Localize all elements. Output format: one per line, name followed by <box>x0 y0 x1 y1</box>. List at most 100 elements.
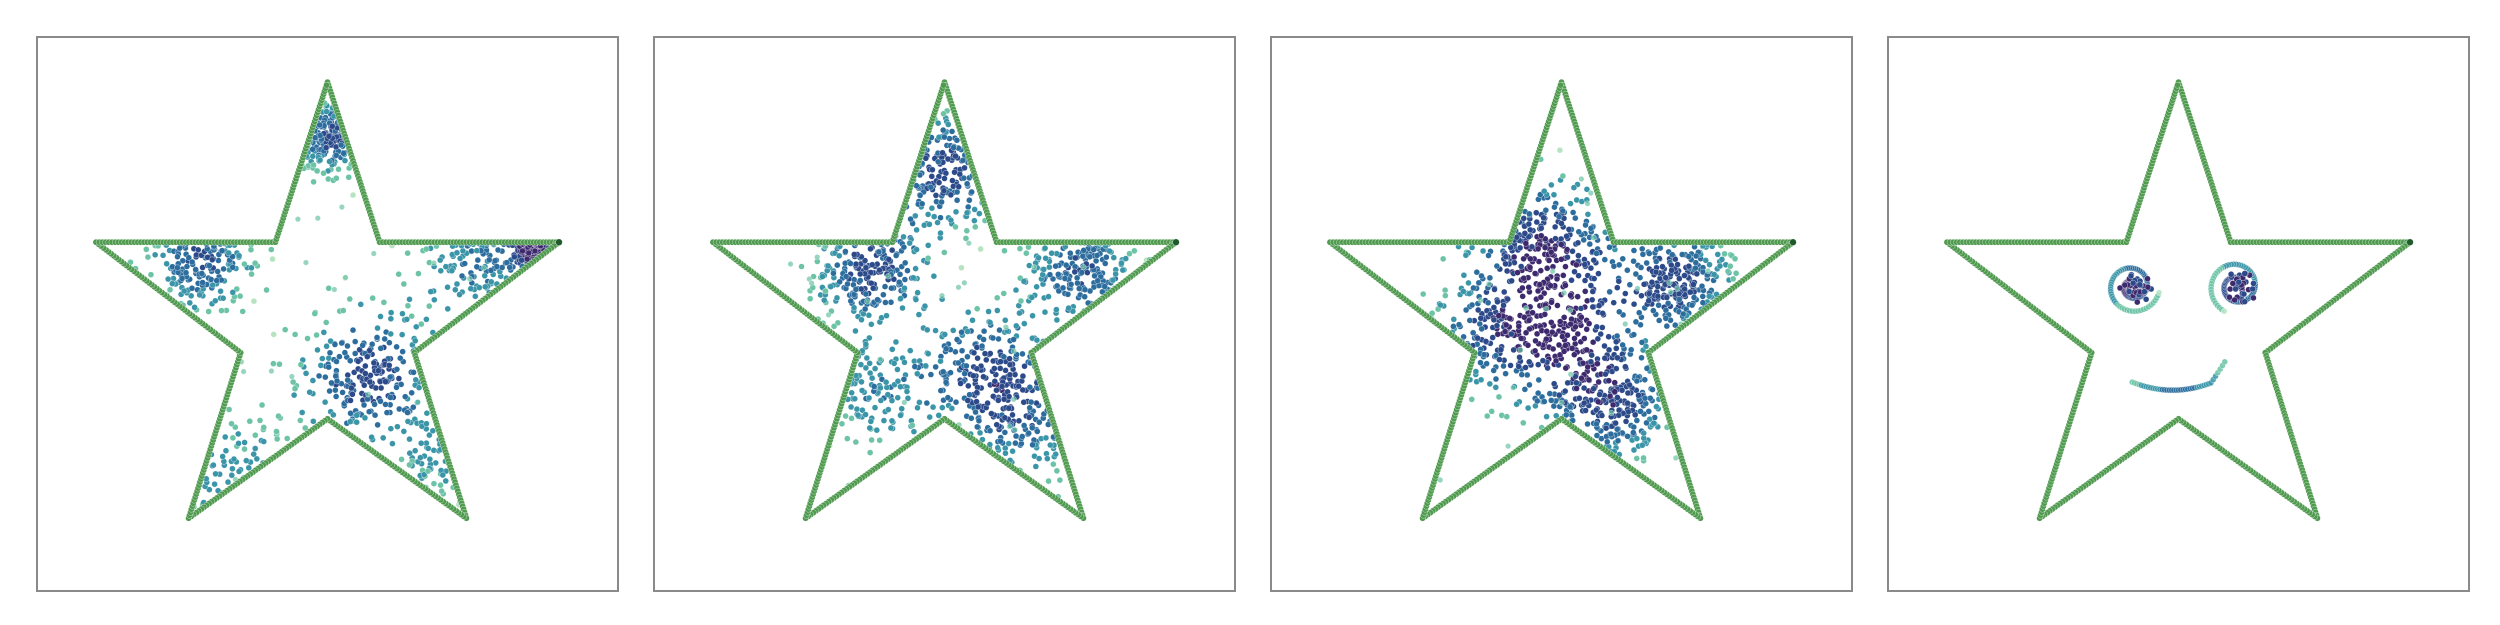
data-point <box>1630 301 1638 308</box>
data-point <box>913 226 920 234</box>
data-point <box>971 206 978 213</box>
data-point <box>897 383 904 390</box>
data-point <box>1080 264 1087 271</box>
data-point <box>430 480 438 487</box>
data-point <box>519 247 526 255</box>
data-point <box>229 465 236 472</box>
data-point <box>842 273 850 280</box>
data-point <box>807 295 814 302</box>
data-point <box>847 260 854 267</box>
data-point <box>360 401 368 409</box>
data-point <box>1071 268 1078 276</box>
data-point <box>322 144 330 151</box>
data-point <box>163 260 170 267</box>
data-point <box>1059 284 1067 292</box>
data-point <box>1005 405 1012 412</box>
data-point <box>1638 354 1645 361</box>
data-point <box>1020 399 1027 406</box>
data-point <box>252 445 259 452</box>
data-point <box>1556 147 1564 154</box>
data-point <box>881 283 889 290</box>
data-point <box>1500 362 1507 370</box>
data-point <box>453 249 461 256</box>
data-point <box>1012 286 1020 294</box>
data-point <box>1067 250 1074 257</box>
data-point <box>1614 437 1622 444</box>
data-point <box>1583 346 1590 353</box>
data-point <box>357 301 364 308</box>
data-point <box>310 418 317 425</box>
data-point <box>1048 250 1055 257</box>
data-point <box>948 405 955 412</box>
data-point <box>1033 336 1041 344</box>
data-point <box>317 362 325 369</box>
data-point <box>174 253 181 260</box>
data-point <box>1460 288 1467 295</box>
data-point <box>1102 260 1109 267</box>
data-point <box>970 372 977 379</box>
data-point <box>902 259 909 267</box>
data-point <box>174 264 181 271</box>
data-point <box>1513 401 1520 408</box>
data-point <box>442 477 449 485</box>
data-point <box>344 342 351 350</box>
data-point <box>166 286 174 293</box>
data-point <box>1479 247 1487 255</box>
data-point <box>1630 258 1637 265</box>
data-point <box>1597 330 1604 338</box>
data-point <box>1589 288 1596 295</box>
data-point <box>476 284 483 291</box>
data-point <box>323 108 330 115</box>
data-point <box>931 213 938 220</box>
data-point <box>399 310 406 317</box>
data-point <box>857 270 864 278</box>
data-point <box>498 264 506 271</box>
data-point <box>353 419 360 426</box>
data-point <box>927 184 934 191</box>
data-point <box>218 307 225 314</box>
data-point <box>1019 372 1027 380</box>
data-point <box>942 379 950 386</box>
data-point <box>188 292 195 299</box>
data-point <box>892 338 900 346</box>
data-point <box>1630 429 1637 436</box>
data-point <box>1520 419 1527 427</box>
data-point <box>1076 285 1083 292</box>
data-point <box>236 292 244 300</box>
data-point <box>395 375 403 382</box>
data-point <box>1607 430 1615 438</box>
data-point <box>1568 412 1575 419</box>
data-point <box>1590 385 1597 392</box>
data-point <box>1561 314 1568 321</box>
data-point <box>989 334 997 342</box>
data-point <box>897 412 904 419</box>
data-point <box>1012 440 1019 447</box>
data-point <box>870 383 878 390</box>
data-point <box>859 407 866 414</box>
data-point <box>1619 255 1626 262</box>
data-point <box>1584 200 1591 207</box>
data-point <box>866 360 873 367</box>
data-point <box>1604 438 1611 446</box>
data-point <box>297 417 304 424</box>
data-point <box>1490 304 1498 311</box>
data-point <box>903 388 911 395</box>
data-point <box>922 362 929 369</box>
data-point <box>1616 308 1623 315</box>
data-point <box>246 418 253 425</box>
data-point <box>994 294 1001 301</box>
data-point <box>1490 316 1498 324</box>
data-point <box>952 223 959 231</box>
data-point <box>415 270 422 277</box>
data-point <box>1106 248 1113 255</box>
data-point <box>935 134 943 141</box>
data-point <box>380 299 388 306</box>
data-point <box>1616 261 1623 269</box>
data-point <box>937 387 944 394</box>
data-point <box>1549 268 1556 275</box>
data-point <box>406 435 413 443</box>
data-point <box>408 389 415 396</box>
data-point <box>981 350 989 357</box>
data-point <box>928 173 935 180</box>
data-point <box>858 378 865 386</box>
